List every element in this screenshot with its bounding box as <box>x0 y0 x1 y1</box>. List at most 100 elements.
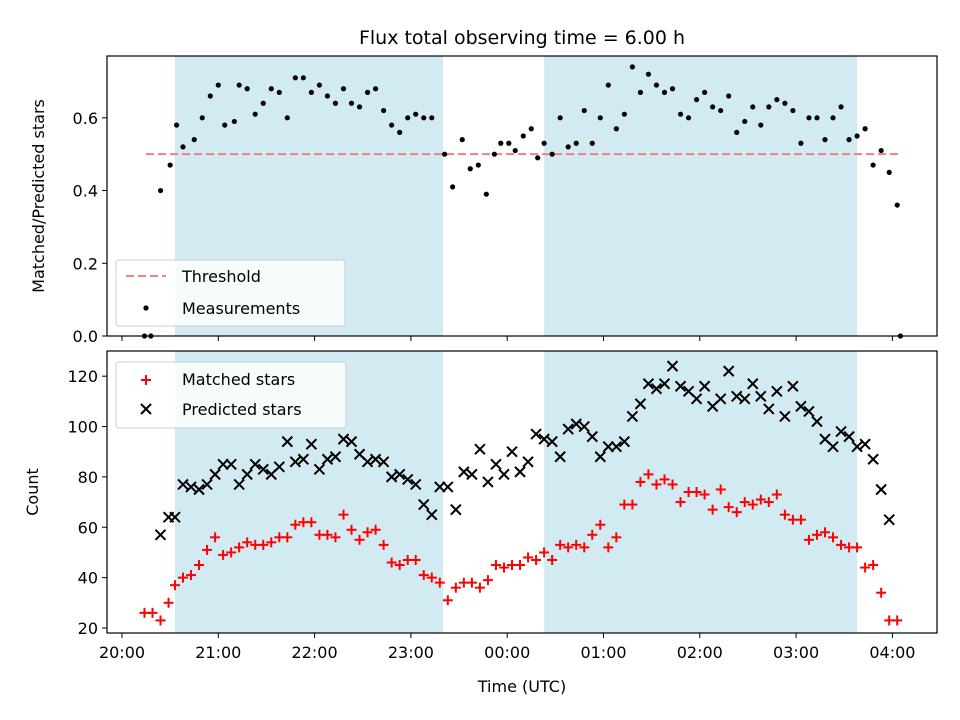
measurement-point <box>236 82 242 88</box>
matched-star-point <box>523 552 534 563</box>
measurement-point <box>372 86 379 92</box>
predicted-star-mark-b <box>514 466 526 478</box>
predicted-star-point <box>169 511 181 523</box>
predicted-star-mark-b <box>185 481 197 493</box>
matched-star-point <box>771 489 782 500</box>
predicted-star-point <box>474 443 486 455</box>
matched-star-point <box>450 582 461 593</box>
predicted-star-mark-b <box>241 468 253 481</box>
measurement-point <box>292 75 298 81</box>
predicted-star-mark-b <box>674 380 687 392</box>
predicted-star-mark-b <box>666 360 679 372</box>
predicted-star-point <box>305 438 318 450</box>
predicted-star-point <box>345 435 358 448</box>
predicted-star-mark-b <box>225 458 237 471</box>
predicted-star-mark-b <box>570 418 582 430</box>
matched-star-point <box>434 577 445 588</box>
x-tick-label: 04:00 <box>869 643 915 662</box>
predicted-star-point <box>586 430 598 443</box>
measurement-point <box>231 118 237 125</box>
predicted-star-point <box>281 435 294 448</box>
predicted-star-point <box>739 393 751 405</box>
measurement-point <box>260 100 266 106</box>
predicted-star-mark-b <box>474 443 486 455</box>
predicted-star-mark-b <box>530 428 542 440</box>
x-axis-label: Time (UTC) <box>477 677 566 696</box>
measurement-point <box>846 137 852 143</box>
matched-star-point <box>482 575 493 586</box>
matched-star-point <box>892 615 903 626</box>
predicted-star-mark-b <box>177 478 189 491</box>
bottom-y-tick-label: 20 <box>78 619 98 638</box>
matched-star-point <box>723 502 734 513</box>
matched-star-point <box>169 580 180 591</box>
bottom-y-tick-label: 100 <box>67 418 98 437</box>
matched-star-point <box>860 562 871 573</box>
x-tick-label: 23:00 <box>388 643 434 662</box>
predicted-star-point <box>835 425 847 438</box>
measurement-point <box>806 115 812 121</box>
matched-star-point <box>667 479 678 490</box>
x-tick-label: 20:00 <box>99 643 145 662</box>
predicted-star-mark-b <box>763 403 775 415</box>
top-y-tick-label: 0.6 <box>73 109 98 128</box>
predicted-star-point <box>843 430 855 443</box>
predicted-star-point <box>554 451 566 463</box>
predicted-star-point <box>875 483 887 496</box>
measurement-point <box>886 169 892 175</box>
predicted-star-point <box>337 433 350 445</box>
matched-star-point <box>418 570 429 581</box>
measurement-point <box>710 104 716 110</box>
matched-star-point <box>474 582 485 593</box>
predicted-star-mark-b <box>883 513 895 526</box>
measurement-point <box>276 89 282 95</box>
predicted-star-mark-b <box>827 440 839 453</box>
predicted-star-mark-b <box>755 390 767 403</box>
matched-star-point <box>210 532 221 543</box>
predicted-star-point <box>650 383 663 395</box>
bottom-legend: Matched stars Predicted stars <box>115 361 347 429</box>
matched-star-point <box>346 524 357 535</box>
matched-star-point <box>394 560 405 571</box>
predicted-star-point <box>666 360 679 372</box>
measurement-point <box>589 140 595 146</box>
predicted-star-point <box>642 378 655 390</box>
measurement-point <box>541 140 547 146</box>
measurement-point <box>340 86 347 92</box>
matched-star-point <box>811 529 822 540</box>
predicted-star-point <box>466 468 478 481</box>
predicted-star-mark-b <box>154 529 167 541</box>
predicted-star-point <box>482 476 494 488</box>
measurements-legend-label: Measurements <box>182 299 300 318</box>
matched-star-point <box>803 534 814 545</box>
predicted-star-mark-b <box>410 478 422 491</box>
predicted-star-mark-b <box>835 425 847 438</box>
measurement-point <box>726 93 732 99</box>
measurement-point <box>191 137 197 143</box>
predicted-star-mark-b <box>450 503 462 516</box>
measurement-point <box>718 107 724 114</box>
predicted-star-point <box>626 410 639 423</box>
measurement-point <box>653 82 660 88</box>
matched-stars-series <box>139 469 903 626</box>
matched-star-point <box>747 499 758 510</box>
bottom-y-tick-label: 80 <box>78 468 98 487</box>
predicted-star-point <box>755 390 767 403</box>
measurement-point <box>308 89 314 95</box>
predicted-star-mark-b <box>289 456 302 468</box>
predicted-stars-series <box>154 360 895 541</box>
predicted-star-point <box>546 435 558 448</box>
matched-star-point <box>147 607 158 618</box>
top-y-axis-label: Matched/Predicted stars <box>29 99 48 293</box>
predicted-star-mark-b <box>337 433 350 445</box>
predicted-star-mark-b <box>498 468 510 481</box>
matched-star-point <box>555 539 566 550</box>
predicted-star-mark-b <box>418 498 430 511</box>
matched-star-point <box>587 529 598 540</box>
predicted-star-point <box>442 481 454 493</box>
predicted-star-point <box>514 466 526 478</box>
predicted-star-mark-b <box>618 435 631 448</box>
predicted-star-point <box>329 451 342 463</box>
predicted-star-point <box>538 433 550 445</box>
